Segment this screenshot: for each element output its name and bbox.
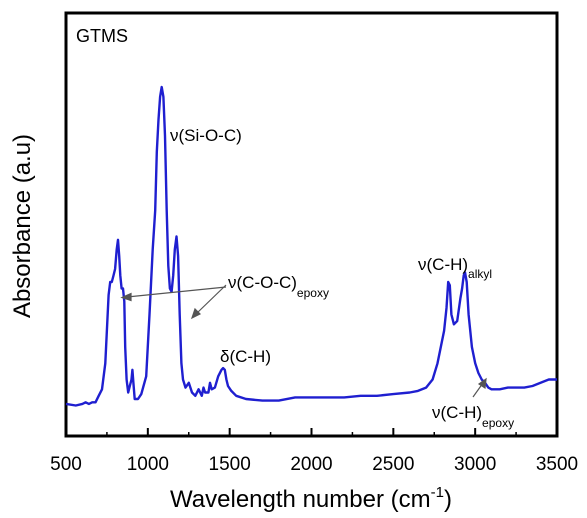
x-tick-label: 500 <box>50 454 82 475</box>
annotation-c-h-alkyl: ν(C-H)alkyl <box>418 255 492 281</box>
x-axis-ticks: 500 1000 1500 2000 2500 3000 3500 <box>50 428 578 475</box>
y-axis-title: Absorbance (a.u) <box>9 134 36 318</box>
x-tick-label: 1500 <box>209 454 251 475</box>
annotation-c-o-c-epoxy: ν(C-O-C)epoxy <box>228 273 329 300</box>
annotation-c-h-epoxy: ν(C-H)epoxy <box>432 403 514 430</box>
spectrum-line <box>65 85 557 407</box>
x-tick-label: 3500 <box>536 454 578 475</box>
arrowhead-coc-2 <box>190 307 202 320</box>
plot-frame <box>64 11 559 438</box>
arrow-coc-1 <box>126 286 227 298</box>
annotation-si-o-c: ν(Si-O-C) <box>170 126 242 145</box>
arrowhead-coc-1 <box>120 292 132 302</box>
annotation-arrows <box>120 284 487 398</box>
x-tick-label: 2000 <box>290 454 332 475</box>
x-tick-label: 3000 <box>454 454 496 475</box>
annotation-delta-c-h: δ(C-H) <box>220 347 271 366</box>
x-axis-title: Wavelength number (cm-1) <box>170 484 452 513</box>
arrow-coc-2 <box>195 284 227 315</box>
x-tick-label: 1000 <box>127 454 169 475</box>
panel-label: GTMS <box>76 26 128 46</box>
x-tick-label: 2500 <box>372 454 414 475</box>
arrowhead-ch-epoxy <box>477 377 487 390</box>
